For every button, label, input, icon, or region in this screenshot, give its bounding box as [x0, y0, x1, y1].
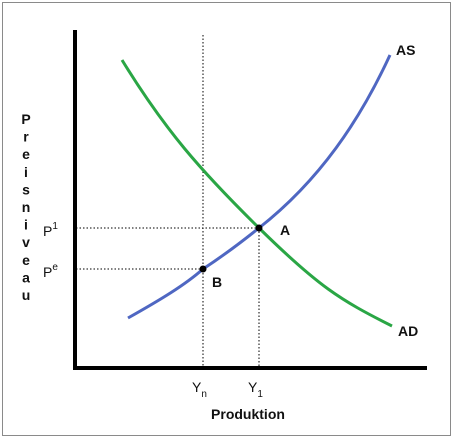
as-curve-label: AS	[396, 42, 415, 58]
point-a-label: A	[280, 222, 290, 238]
y-axis-title-letter: i	[24, 164, 28, 180]
x-axis-title: Produktion	[211, 406, 285, 422]
y-axis-title-letter: r	[23, 129, 29, 145]
y-axis-title-letter: P	[21, 111, 30, 127]
ad-curve-label: AD	[398, 323, 418, 339]
ad-curve	[120, 59, 393, 328]
y-axis-title-letter: i	[24, 217, 28, 233]
y-axis-title-letter: a	[22, 269, 30, 285]
tick-y-1: Y1	[248, 379, 263, 400]
tick-y-n: Yn	[192, 379, 207, 400]
diagram-frame	[2, 2, 451, 436]
tick-p-1: P1	[43, 221, 58, 239]
y-axis-title-letter: e	[22, 252, 30, 268]
tick-p-e: Pe	[43, 262, 58, 280]
y-axis-title-letter: e	[22, 146, 30, 162]
y-axis-title-letter: n	[22, 199, 31, 215]
y-axis-title-letter: s	[22, 181, 30, 197]
point-b-marker	[199, 265, 207, 273]
y-axis-title-letter: u	[22, 287, 31, 303]
point-b-label: B	[212, 274, 222, 290]
point-a-marker	[255, 224, 263, 232]
as-curve	[127, 54, 392, 320]
y-axis-title-letter: v	[22, 234, 30, 250]
